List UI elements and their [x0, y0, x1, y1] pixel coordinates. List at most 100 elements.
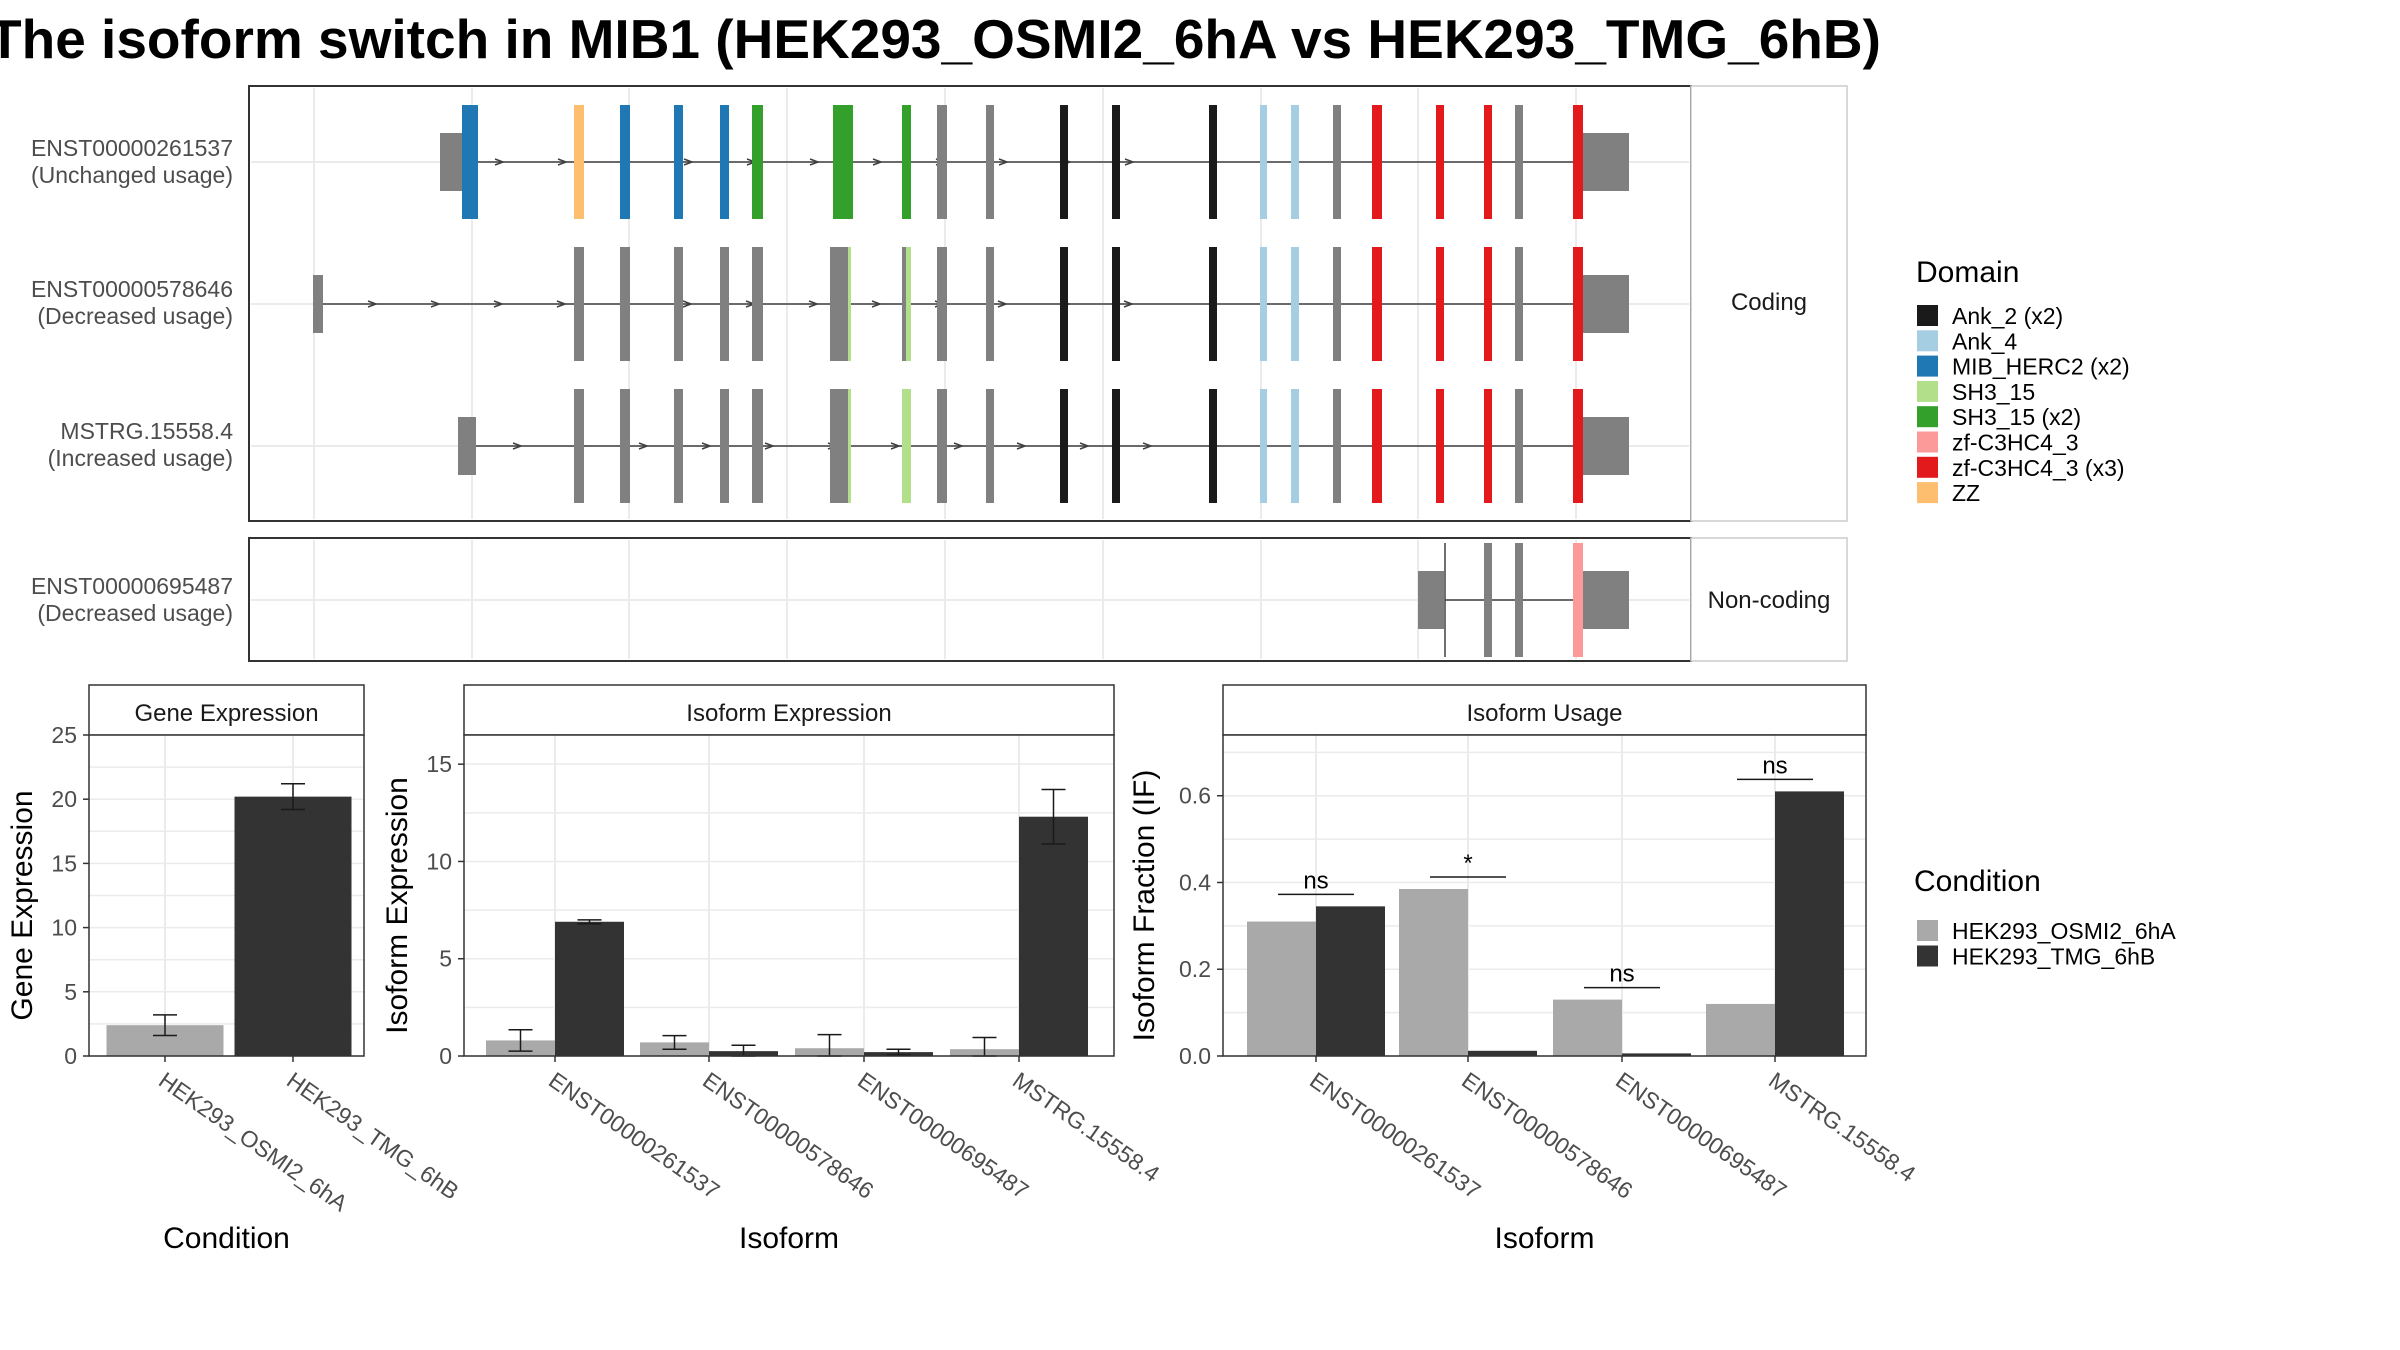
cds-exon	[1333, 247, 1341, 361]
transcript-id-label: MSTRG.15558.4	[60, 418, 233, 444]
cds-exon	[620, 389, 630, 503]
chart-title: Isoform Expression	[686, 700, 891, 727]
cds-exon	[674, 247, 683, 361]
cds-exon	[902, 105, 911, 219]
chart-title: Isoform Usage	[1466, 700, 1622, 727]
figure-title: The isoform switch in MIB1 (HEK293_OSMI2…	[0, 8, 1881, 70]
cds-exon	[1484, 389, 1492, 503]
intron-arrow	[997, 300, 1009, 308]
cds-exon	[1484, 105, 1492, 219]
bar	[1553, 999, 1622, 1056]
cds-exon	[830, 389, 848, 503]
intron-arrow	[998, 158, 1010, 166]
transcript-id-label: ENST00000695487	[31, 573, 233, 599]
intron-arrow	[764, 442, 776, 450]
significance-label: ns	[1762, 752, 1787, 779]
y-axis-title: Isoform Fraction (IF)	[1128, 770, 1161, 1042]
cds-exon	[620, 247, 630, 361]
bar-charts: Gene Expression 0 5 10 15 20 25 Gene Expression…	[6, 684, 1921, 1255]
cds-exon	[848, 389, 851, 503]
cds-exon	[674, 105, 683, 219]
cds-exon	[1060, 247, 1068, 361]
facet-strip	[88, 684, 365, 736]
intron-arrow	[872, 158, 884, 166]
cds-exon	[1515, 389, 1523, 503]
y-tick-label: 20	[51, 786, 77, 812]
bar	[555, 921, 624, 1056]
y-tick-label: 15	[426, 751, 452, 777]
x-tick-label: ENST00000695487	[853, 1067, 1033, 1204]
noncoding-exon	[1583, 571, 1629, 629]
bar	[1622, 1053, 1691, 1056]
intron-arrow	[809, 158, 821, 166]
y-tick-label: 5	[439, 946, 452, 972]
plot-border	[1222, 734, 1867, 1057]
y-tick-label: 25	[51, 722, 77, 748]
cds-exon	[1260, 247, 1267, 361]
x-axis-title: Isoform	[739, 1222, 839, 1255]
utr-3prime	[1583, 133, 1629, 191]
cds-exon	[720, 105, 729, 219]
domain-legend-swatch	[1917, 305, 1938, 326]
transcript-model	[313, 247, 1629, 361]
utr-5prime	[458, 417, 476, 475]
intron-arrow	[1124, 158, 1136, 166]
domain-legend-swatch	[1917, 355, 1938, 377]
cds-exon	[986, 389, 994, 503]
chart-panel: Isoform Expression 0 5 10 15 Isoform Expressi…	[381, 684, 1165, 1255]
chart-panel: Gene Expression 0 5 10 15 20 25 Gene Expression…	[6, 684, 464, 1255]
intron-arrow	[1079, 442, 1091, 450]
cds-exon	[752, 389, 763, 503]
domain-legend-swatch	[1917, 330, 1938, 352]
y-tick-label: 5	[64, 979, 77, 1005]
noncoding-strip	[1690, 537, 1848, 662]
noncoding-strip-label: Non-coding	[1708, 587, 1831, 614]
condition-legend-title: Condition	[1914, 865, 2041, 898]
transcript-usage-label: (Increased usage)	[48, 445, 233, 471]
x-axis-title: Condition	[163, 1222, 290, 1255]
intron-arrow	[556, 300, 568, 308]
cds-exon	[830, 247, 848, 361]
intron-arrow	[890, 442, 902, 450]
y-tick-label: 15	[51, 850, 77, 876]
domain-legend-label: Ank_2 (x2)	[1952, 303, 2063, 329]
intron-arrow	[493, 300, 505, 308]
y-axis-title: Gene Expression	[6, 790, 39, 1020]
cds-exon	[1112, 247, 1120, 361]
condition-legend-swatch	[1917, 920, 1938, 941]
utr-3prime	[1583, 275, 1629, 333]
y-tick-label: 10	[51, 915, 77, 941]
cds-exon	[720, 247, 729, 361]
cds-exon	[1573, 247, 1583, 361]
domain-legend-swatch	[1917, 482, 1938, 504]
cds-exon	[1112, 389, 1120, 503]
cds-exon	[574, 389, 584, 503]
transcript-usage-label: (Unchanged usage)	[31, 162, 233, 188]
condition-legend-swatch	[1917, 945, 1938, 967]
cds-exon	[902, 389, 911, 503]
cds-exon	[1515, 105, 1523, 219]
intron-arrow	[683, 158, 695, 166]
intron-arrow	[871, 300, 883, 308]
domain-legend-label: zf-C3HC4_3 (x3)	[1952, 455, 2125, 481]
x-tick-label: MSTRG.15558.4	[1008, 1067, 1164, 1187]
y-axis-title: Isoform Expression	[381, 777, 414, 1034]
noncoding-exon	[1418, 571, 1444, 629]
cds-exon	[1372, 105, 1382, 219]
transcript-model	[458, 389, 1629, 503]
utr-5prime	[313, 275, 323, 333]
y-tick-label: 10	[426, 848, 452, 874]
domain-legend-title: Domain	[1916, 256, 2019, 289]
domain-legend-label: MIB_HERC2 (x2)	[1952, 354, 2130, 380]
cds-exon	[620, 105, 630, 219]
cds-exon	[752, 105, 763, 219]
chart-title: Gene Expression	[134, 700, 318, 727]
cds-exon	[1291, 389, 1299, 503]
transcript-id-label: ENST00000578646	[31, 276, 233, 302]
intron-arrow	[953, 442, 965, 450]
condition-legend-label: HEK293_OSMI2_6hA	[1952, 918, 2176, 944]
x-tick-label: ENST00000578646	[698, 1067, 878, 1204]
